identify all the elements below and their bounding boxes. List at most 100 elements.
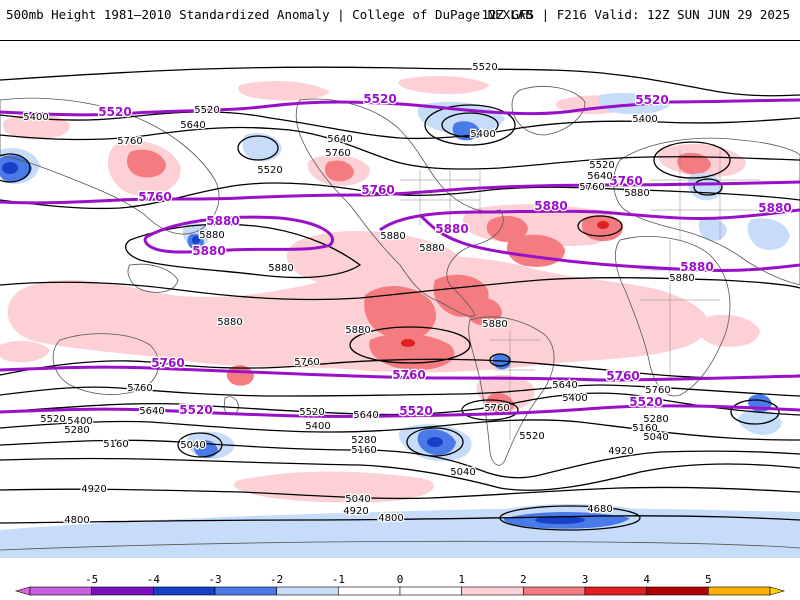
model-valid-time: 12Z GFS | F216 Valid: 12Z SUN JUN 29 202… — [481, 7, 790, 22]
colorbar-max-arrow — [769, 586, 786, 596]
colorbar-tick-label: 3 — [582, 573, 589, 586]
height-contour-label: 5520 — [40, 414, 65, 425]
height-contour-label: 5520 — [472, 62, 497, 73]
colorbar-swatch — [461, 586, 524, 596]
height-contour-label: 4800 — [64, 515, 89, 526]
height-contour-label: 5760 — [325, 148, 350, 159]
colorbar-tick-label: 1 — [458, 573, 465, 586]
height-contour-label: 5520 — [589, 160, 614, 171]
height-contour-label: 5040 — [643, 432, 668, 443]
highlight-contour-label: 5520 — [363, 92, 396, 106]
height-contour-label: 5640 — [353, 410, 378, 421]
height-contour-label: 4920 — [343, 506, 368, 517]
highlight-contour-label: 5880 — [534, 199, 567, 213]
height-contour-label: 5400 — [632, 114, 657, 125]
height-contour-label: 5520 — [257, 165, 282, 176]
height-contour-label: 5880 — [482, 319, 507, 330]
height-contour-label: 5880 — [268, 263, 293, 274]
colorbar-tick-label: -4 — [147, 573, 161, 586]
height-contour-label: 5760 — [127, 383, 152, 394]
height-contour-label: 5160 — [632, 423, 657, 434]
colorbar-tick-label: -3 — [208, 573, 221, 586]
highlight-contour-label: 5760 — [609, 174, 642, 188]
height-contour-label: 5520 — [299, 407, 324, 418]
height-contour-label: 5760 — [117, 136, 142, 147]
height-contour-label: 5880 — [199, 230, 224, 241]
height-contour-label: 5760 — [579, 182, 604, 193]
highlight-contour-label: 5520 — [179, 403, 212, 417]
height-contour-label: 4920 — [81, 484, 106, 495]
colorbar-swatch — [646, 586, 709, 596]
highlight-contour-label: 5520 — [635, 93, 668, 107]
height-contour-label: 5760 — [645, 385, 670, 396]
height-contour-label: 5400 — [470, 129, 495, 140]
colorbar-swatch — [214, 586, 277, 596]
height-contour-label: 5880 — [624, 188, 649, 199]
height-contour-label: 5280 — [643, 414, 668, 425]
height-contour-label: 5400 — [23, 112, 48, 123]
highlight-contours — [0, 98, 800, 418]
height-contour-label: 5640 — [552, 380, 577, 391]
height-contour-label: 4680 — [587, 504, 612, 515]
borders — [400, 150, 760, 440]
height-contour-label: 5880 — [419, 243, 444, 254]
colorbar-tick-label: 5 — [705, 573, 712, 586]
height-contour-label: 5880 — [380, 231, 405, 242]
height-contour-label: 5760 — [484, 403, 509, 414]
highlight-contour-label: 5520 — [98, 105, 131, 119]
height-contour-label: 5160 — [351, 445, 376, 456]
highlight-contour-label: 5880 — [192, 244, 225, 258]
positive-anomaly-shading — [0, 75, 760, 503]
height-contour-label: 5880 — [669, 273, 694, 284]
highlight-contour-label: 5880 — [758, 201, 791, 215]
height-contour-label: 5640 — [139, 406, 164, 417]
colorbar-tick-label: -1 — [332, 573, 345, 586]
colorbar-min-arrow — [14, 586, 31, 596]
colorbar-tick-label: 0 — [397, 573, 404, 586]
height-contour-label: 4800 — [378, 513, 403, 524]
highlight-contour-label: 5880 — [206, 214, 239, 228]
highlight-contour-label: 5760 — [392, 368, 425, 382]
colorbar-tick-label: 4 — [643, 573, 650, 586]
height-contour-label: 5880 — [345, 325, 370, 336]
colorbar-swatch — [153, 586, 216, 596]
height-contour-label: 5040 — [345, 494, 370, 505]
height-contour-label: 5040 — [450, 467, 475, 478]
highlight-contour-label: 5880 — [435, 222, 468, 236]
colorbar-tick-labels: -5 -4 -3 -2 -1 0 1 2 3 4 5 — [85, 573, 712, 586]
colorbar-tick-label: -2 — [270, 573, 283, 586]
colorbar-swatches — [14, 586, 786, 596]
height-contour-label: 5160 — [103, 439, 128, 450]
height-contour-label: 5400 — [562, 393, 587, 404]
colorbar-swatch — [584, 586, 647, 596]
highlight-contour-label: 5760 — [361, 183, 394, 197]
highlight-contour-label: 5520 — [629, 395, 662, 409]
colorbar-swatch — [29, 586, 92, 596]
highlight-contour-label: 5520 — [399, 404, 432, 418]
height-contour-label: 5640 — [180, 120, 205, 131]
height-contour-label: 5520 — [194, 105, 219, 116]
height-contour-label: 5400 — [67, 416, 92, 427]
height-contour-label: 4920 — [608, 446, 633, 457]
colorbar-swatch — [338, 586, 401, 596]
colorbar-swatch — [91, 586, 154, 596]
height-contour-label: 5640 — [327, 134, 352, 145]
colorbar-swatch — [276, 586, 339, 596]
highlight-contour-label: 5760 — [606, 369, 639, 383]
height-contour-label: 5040 — [180, 440, 205, 451]
height-contour-label: 5880 — [217, 317, 242, 328]
highlight-contour-label: 5880 — [680, 260, 713, 274]
colorbar: -5 -4 -3 -2 -1 0 1 2 3 4 5 — [14, 573, 786, 596]
height-contour-label: 5640 — [587, 171, 612, 182]
map-title: 500mb Height 1981–2010 Standardized Anom… — [6, 7, 533, 22]
colorbar-swatch — [708, 586, 771, 596]
height-contour-label: 5520 — [519, 431, 544, 442]
colorbar-tick-label: 2 — [520, 573, 527, 586]
height-contour-label: 5280 — [351, 435, 376, 446]
moderate-positive-anomaly — [126, 149, 711, 415]
height-contour-label: 5280 — [64, 425, 89, 436]
colorbar-swatch — [523, 586, 586, 596]
colorbar-swatch — [399, 586, 462, 596]
